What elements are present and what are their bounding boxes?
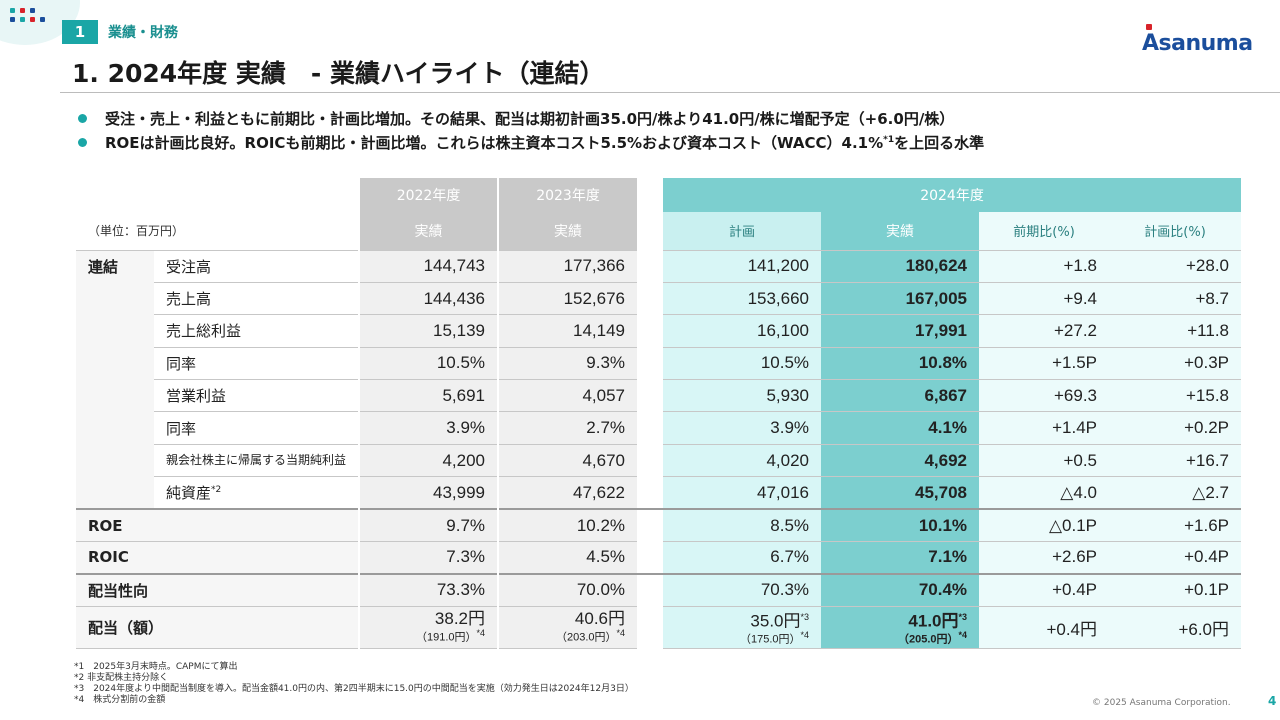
header-2024-plan: 計画 (663, 212, 822, 251)
table-row: 営業利益 5,691 4,057 5,930 6,867 +69.3 +15.8 (76, 379, 1242, 413)
header-fy2023: 2023年度 (497, 178, 638, 212)
corner-dots-icon (6, 4, 50, 26)
header-yoy: 前期比(%) (979, 212, 1110, 251)
table-row-dividend: 配当（額） 38.2円 （191.0円）*4 40.6円 （203.0円）*4 … (76, 606, 1242, 649)
logo-dot-icon (1146, 24, 1152, 30)
table-row: 連結 受注高 144,743 177,366 141,200 180,624 +… (76, 250, 1242, 283)
copyright: © 2025 Asanuma Corporation. (1092, 698, 1231, 708)
bullet-dot-icon (78, 113, 87, 123)
page-number: 4 (1268, 694, 1277, 708)
table-row: 売上高 144,436 152,676 153,660 167,005 +9.4… (76, 282, 1242, 316)
header-2022-actual: 実績 (358, 212, 499, 251)
header-2023-actual: 実績 (497, 212, 638, 251)
bullet-text: 受注・売上・利益ともに前期比・計画比増加。その結果、配当は期初計画35.0円/株… (105, 109, 955, 128)
bullet-dot-icon (78, 137, 87, 147)
unit-label: （単位：百万円） (76, 212, 360, 251)
header-vs-plan: 計画比(%) (1109, 212, 1242, 251)
page-title: 1. 2024年度 実績 - 業績ハイライト（連結） (72, 59, 605, 88)
company-logo: Asanuma (1142, 24, 1253, 56)
header-2024-actual: 実績 (821, 212, 980, 251)
footnote: *4 株式分割前の金額 (74, 695, 166, 705)
logo-text: Asanuma (1142, 30, 1253, 56)
highlight-bullets: 受注・売上・利益ともに前期比・計画比増加。その結果、配当は期初計画35.0円/株… (78, 106, 984, 154)
table-row: ROIC 7.3% 4.5% 6.7% 7.1% +2.6P +0.4P (76, 541, 1242, 575)
footnote: *2 非支配株主持分除く (74, 673, 169, 683)
table-row: 純資産*2 43,999 47,622 47,016 45,708 △4.0 △… (76, 476, 1242, 510)
bullet-item: ROEは計画比良好。ROICも前期比・計画比増。これらは株主資本コスト5.5%お… (78, 130, 984, 154)
table-row: 同率 10.5% 9.3% 10.5% 10.8% +1.5P +0.3P (76, 347, 1242, 381)
bullet-item: 受注・売上・利益ともに前期比・計画比増加。その結果、配当は期初計画35.0円/株… (78, 106, 984, 130)
section-label: 業績・財務 (108, 25, 178, 41)
table-row: 同率 3.9% 2.7% 3.9% 4.1% +1.4P +0.2P (76, 411, 1242, 445)
footnote: *3 2024年度より中間配当制度を導入。配当金額41.0円の内、第2四半期末に… (74, 684, 634, 694)
footnote: *1 2025年3月末時点。CAPMにて算出 (74, 662, 238, 672)
table-row: 売上総利益 15,139 14,149 16,100 17,991 +27.2 … (76, 314, 1242, 348)
table-row: 配当性向 73.3% 70.0% 70.3% 70.4% +0.4P +0.1P (76, 572, 1242, 607)
footnotes: *1 2025年3月末時点。CAPMにて算出 *2 非支配株主持分除く *3 2… (74, 662, 634, 706)
table-row: ROE 9.7% 10.2% 8.5% 10.1% △0.1P +1.6P (76, 508, 1242, 543)
table-row: 親会社株主に帰属する当期純利益 4,200 4,670 4,020 4,692 … (76, 444, 1242, 478)
performance-table: 2022年度 2023年度 2024年度 （単位：百万円） 実績 実績 計画 実… (76, 178, 1242, 649)
header-fy2022: 2022年度 (358, 178, 499, 212)
section-number-badge: 1 (62, 20, 98, 44)
header-fy2024: 2024年度 (663, 178, 1242, 212)
bullet-text: ROEは計画比良好。ROICも前期比・計画比増。これらは株主資本コスト5.5%お… (105, 133, 985, 152)
title-divider (60, 92, 1280, 93)
